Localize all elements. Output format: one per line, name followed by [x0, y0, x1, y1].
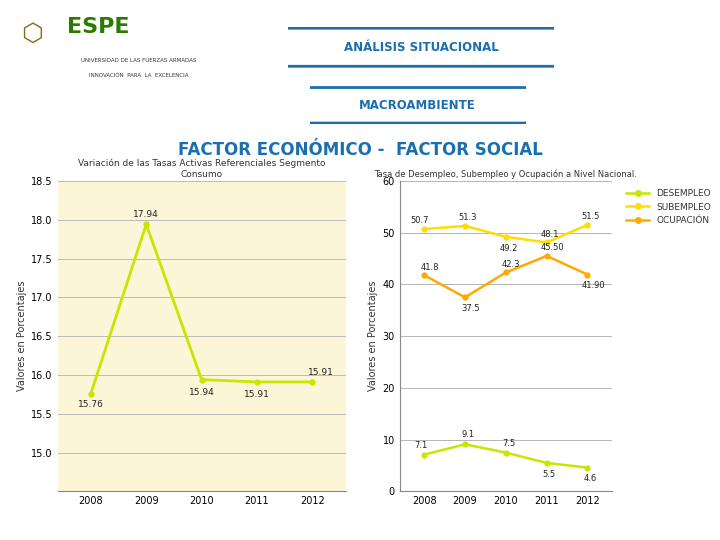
Text: UNIVERSIDAD DE LAS FUERZAS ARMADAS: UNIVERSIDAD DE LAS FUERZAS ARMADAS — [81, 58, 197, 63]
Title: Tasa de Desempleo, Subempleo y Ocupación a Nivel Nacional.: Tasa de Desempleo, Subempleo y Ocupación… — [374, 169, 637, 179]
Text: 42.3: 42.3 — [502, 260, 521, 269]
Text: FACTOR ECONÓMICO -  FACTOR SOCIAL: FACTOR ECONÓMICO - FACTOR SOCIAL — [178, 141, 542, 159]
Text: 51.3: 51.3 — [459, 213, 477, 222]
Text: 41.90: 41.90 — [581, 281, 605, 291]
Legend: DESEMPLEO, SUBEMPLEO, OCUPACIÓN: DESEMPLEO, SUBEMPLEO, OCUPACIÓN — [623, 185, 715, 228]
Text: 51.5: 51.5 — [581, 212, 600, 221]
Text: ANÁLISIS SITUACIONAL: ANÁLISIS SITUACIONAL — [344, 40, 498, 54]
Text: 50.7: 50.7 — [410, 217, 429, 226]
Text: 9.1: 9.1 — [462, 430, 474, 440]
Text: 15.91: 15.91 — [244, 390, 270, 399]
Text: 15.76: 15.76 — [78, 401, 104, 409]
Text: 7.5: 7.5 — [502, 438, 516, 448]
Text: 15.91: 15.91 — [307, 368, 333, 377]
Text: MACROAMBIENTE: MACROAMBIENTE — [359, 99, 476, 112]
Text: 4.6: 4.6 — [584, 475, 597, 483]
Text: 5.5: 5.5 — [543, 470, 556, 479]
Text: ⬡: ⬡ — [21, 22, 43, 46]
Text: 48.1: 48.1 — [540, 230, 559, 239]
Title: Variación de las Tasas Activas Referenciales Segmento
Consumo: Variación de las Tasas Activas Referenci… — [78, 159, 325, 179]
Y-axis label: Valores en Porcentajes: Valores en Porcentajes — [368, 281, 378, 392]
FancyBboxPatch shape — [307, 87, 528, 123]
FancyBboxPatch shape — [285, 28, 557, 66]
Text: 37.5: 37.5 — [462, 304, 480, 313]
Text: 45.50: 45.50 — [541, 244, 564, 252]
Text: 41.8: 41.8 — [420, 262, 439, 272]
Text: ESPE: ESPE — [67, 17, 130, 37]
Text: 17.94: 17.94 — [133, 211, 159, 219]
Text: 15.94: 15.94 — [189, 388, 215, 397]
Text: INNOVACIÓN  PARA  LA  EXCELENCIA: INNOVACIÓN PARA LA EXCELENCIA — [89, 73, 188, 78]
Text: 49.2: 49.2 — [500, 244, 518, 253]
Y-axis label: Valores en Porcentajes: Valores en Porcentajes — [17, 281, 27, 392]
Text: 7.1: 7.1 — [415, 441, 428, 450]
